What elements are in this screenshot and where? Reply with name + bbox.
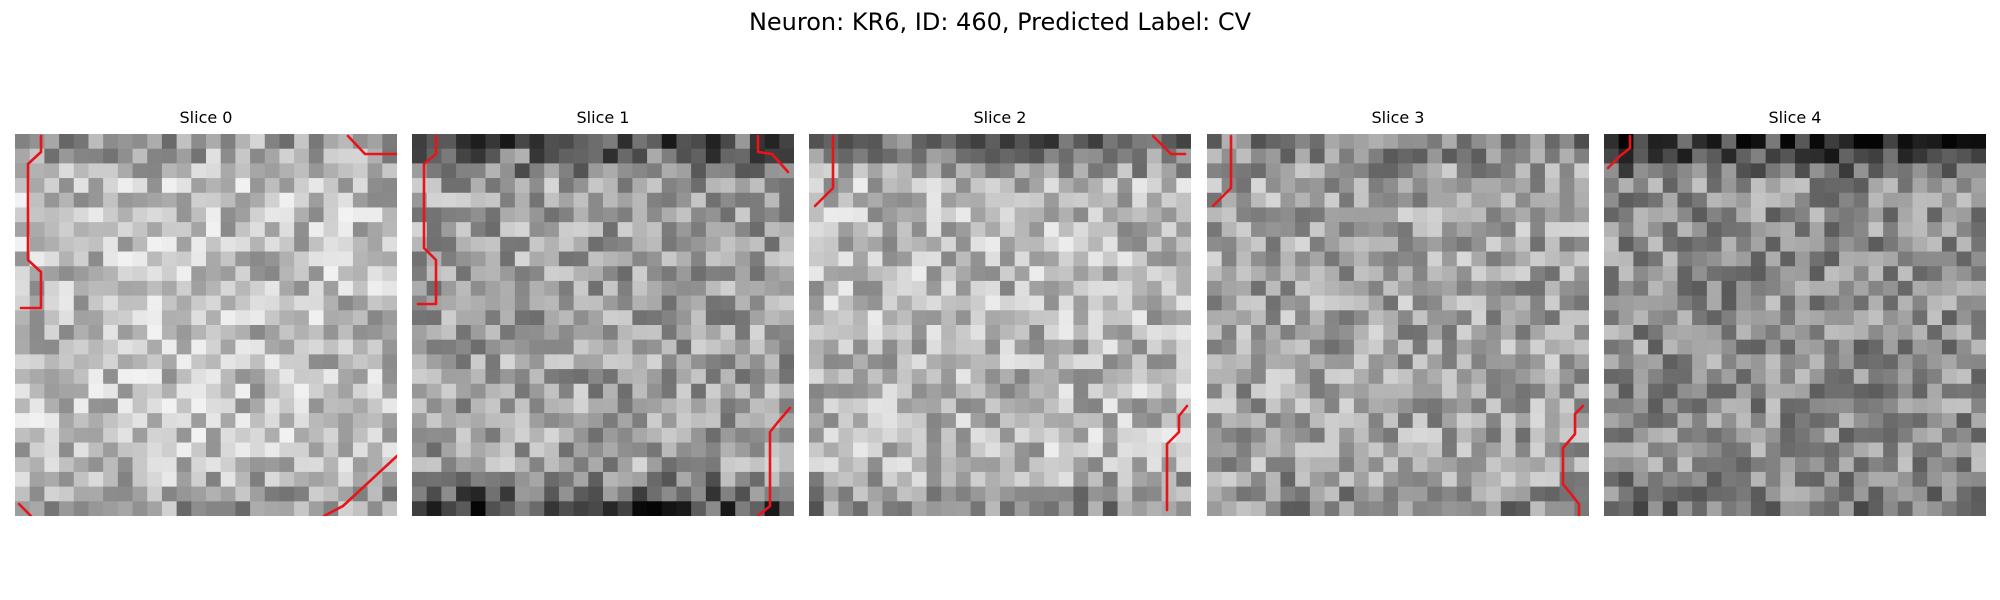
pixel-grid: [15, 134, 397, 516]
contour-bottom-right: [322, 454, 397, 516]
contour-overlay: [17, 134, 397, 516]
slice-panel-2: Slice 2: [809, 104, 1191, 522]
contour-top-right: [756, 134, 790, 174]
slice-title-2: Slice 2: [973, 108, 1027, 127]
slice-panel-1: Slice 1: [412, 104, 794, 522]
contour-bottom-right: [1165, 404, 1189, 512]
slice-image-0: [15, 134, 397, 516]
pixel-grid: [1604, 134, 1986, 516]
slice-image-1: [412, 134, 794, 516]
slice-image-3: [1207, 134, 1589, 516]
pixel-grid: [1207, 134, 1589, 516]
contour-overlay: [1211, 134, 1585, 516]
contour-overlay: [416, 134, 792, 516]
slice-title-4: Slice 4: [1768, 108, 1822, 127]
contour-overlay: [1606, 134, 1632, 170]
contour-left: [19, 134, 43, 310]
slice-title-3: Slice 3: [1371, 108, 1425, 127]
contour-top-left: [813, 134, 835, 208]
slice-title-1: Slice 1: [576, 108, 630, 127]
pixel-grid: [809, 134, 1191, 516]
slice-image-4: [1604, 134, 1986, 516]
contour-bottom-right: [756, 406, 792, 516]
contour-top-right: [346, 134, 397, 156]
slice-title-0: Slice 0: [179, 108, 233, 127]
contour-overlay: [813, 134, 1189, 512]
slice-panel-0: Slice 0: [15, 104, 397, 522]
contour-left: [416, 134, 438, 306]
figure-title: Neuron: KR6, ID: 460, Predicted Label: C…: [748, 8, 1252, 36]
contour-bottom-left: [17, 502, 33, 516]
slice-image-2: [809, 134, 1191, 516]
slice-panel-3: Slice 3: [1207, 104, 1589, 522]
contour-top-left: [1606, 134, 1632, 170]
contour-bottom-right: [1561, 404, 1585, 516]
slice-panel-4: Slice 4: [1604, 104, 1986, 522]
contour-top-right: [1151, 134, 1187, 156]
pixel-grid: [412, 134, 794, 516]
contour-top-left: [1211, 134, 1233, 208]
